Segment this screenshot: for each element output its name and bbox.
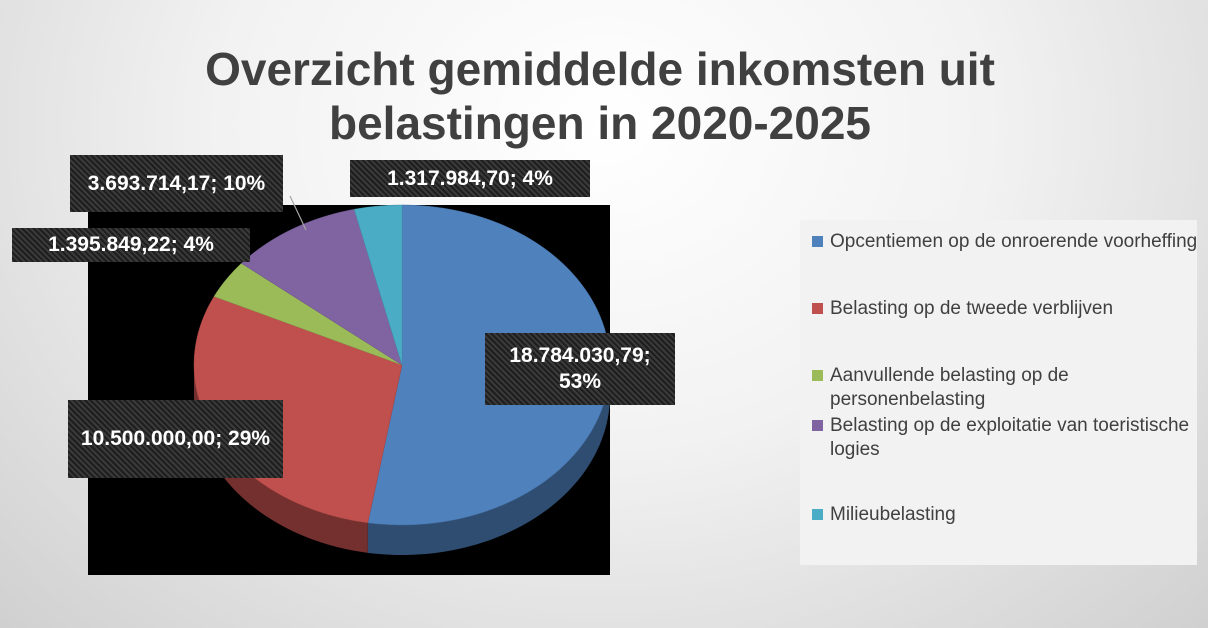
legend-item: Aanvullende belasting op de personenbela… xyxy=(812,364,1205,412)
legend-item: Milieubelasting xyxy=(812,503,1205,527)
legend-label: Belasting op de tweede verblijven xyxy=(830,298,1114,319)
legend-swatch xyxy=(812,236,823,247)
legend-item: Opcentiemen op de onroerende voorheffing xyxy=(812,230,1205,254)
legend-swatch xyxy=(812,303,823,314)
legend: Opcentiemen op de onroerende voorheffing… xyxy=(800,220,1197,565)
legend-swatch xyxy=(812,370,823,381)
legend-label: Aanvullende belasting op de personenbela… xyxy=(830,365,1069,410)
legend-label: Opcentiemen op de onroerende voorheffing xyxy=(830,231,1198,252)
legend-label: Belasting op de exploitatie van toeristi… xyxy=(830,415,1190,460)
data-label: 1.317.984,70; 4% xyxy=(350,160,590,197)
legend-item: Belasting op de tweede verblijven xyxy=(812,297,1205,321)
legend-label: Milieubelasting xyxy=(830,504,956,525)
leader-line xyxy=(289,195,307,231)
chart-title: Overzicht gemiddelde inkomsten uit belas… xyxy=(205,43,995,149)
pie-side xyxy=(367,365,610,555)
data-label: 18.784.030,79; 53% xyxy=(485,333,675,405)
pie-slice xyxy=(240,208,403,366)
legend-swatch xyxy=(812,420,823,431)
data-label: 3.693.714,17; 10% xyxy=(70,155,283,212)
legend-item: Belasting op de exploitatie van toeristi… xyxy=(812,414,1205,462)
data-label: 10.500.000,00; 29% xyxy=(68,400,283,478)
pie-slice xyxy=(353,204,403,366)
pie-slice xyxy=(213,263,403,366)
data-label: 1.395.849,22; 4% xyxy=(12,228,250,262)
legend-swatch xyxy=(812,509,823,520)
